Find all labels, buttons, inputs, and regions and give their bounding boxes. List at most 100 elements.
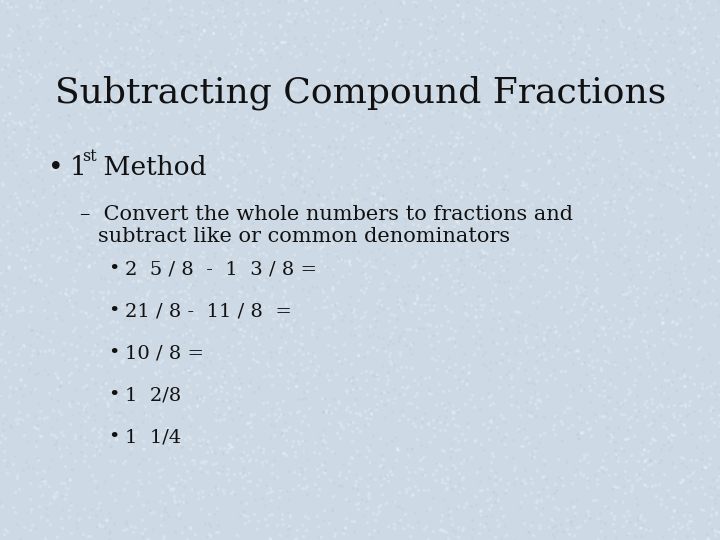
Point (688, 153, 699, 161)
Point (63, 90, 74, 99)
Point (552, 413, 563, 421)
Point (376, 490, 387, 498)
Point (134, 467, 145, 476)
Point (622, 80, 634, 89)
Point (212, 521, 224, 530)
Point (225, 249, 236, 258)
Point (302, 266, 313, 275)
Point (654, 179, 665, 187)
Point (105, 232, 117, 241)
Point (710, 508, 720, 517)
Point (14, 200, 26, 208)
Point (48, 185, 60, 194)
Point (554, 17, 565, 26)
Point (4, 383, 16, 391)
Point (343, 239, 355, 248)
Point (121, 138, 132, 147)
Point (572, 175, 583, 184)
Point (150, 264, 161, 273)
Point (493, 123, 505, 132)
Point (145, 245, 156, 253)
Point (358, 70, 369, 79)
Point (51, 71, 63, 80)
Point (138, 123, 150, 132)
Point (451, 55, 463, 63)
Point (503, 63, 514, 71)
Point (76, 217, 88, 225)
Point (469, 179, 480, 188)
Point (675, 231, 686, 239)
Point (359, 262, 370, 271)
Point (112, 245, 123, 253)
Point (459, 17, 471, 26)
Point (683, 63, 694, 71)
Point (419, 60, 431, 69)
Point (661, 359, 672, 367)
Point (587, 160, 598, 169)
Point (81, 139, 92, 148)
Point (277, 519, 289, 528)
Point (428, 306, 439, 314)
Point (156, 429, 167, 438)
Point (526, 82, 537, 91)
Point (465, 301, 477, 310)
Point (168, 157, 180, 166)
Point (168, 132, 180, 141)
Point (63, 46, 74, 55)
Point (379, 119, 390, 128)
Point (592, 535, 603, 540)
Point (632, 109, 644, 117)
Point (217, 396, 229, 405)
Point (514, 260, 526, 268)
Point (526, 411, 537, 420)
Point (372, 151, 383, 159)
Point (616, 37, 627, 46)
Point (475, 506, 487, 515)
Point (693, 8, 705, 17)
Point (127, 255, 139, 264)
Point (154, 349, 166, 358)
Point (388, 225, 400, 234)
Point (624, 69, 636, 77)
Point (78, 433, 89, 442)
Point (161, 181, 172, 190)
Point (620, 474, 631, 482)
Point (621, 254, 633, 263)
Point (409, 127, 420, 136)
Point (524, 398, 536, 407)
Point (369, 35, 380, 43)
Point (471, 203, 482, 212)
Point (672, 292, 683, 300)
Point (400, 362, 412, 371)
Point (232, 150, 243, 159)
Point (107, 58, 118, 67)
Point (248, 202, 259, 211)
Point (601, 197, 613, 206)
Point (657, 422, 669, 430)
Point (356, 368, 368, 377)
Point (413, 324, 425, 333)
Point (289, 42, 300, 51)
Point (117, 458, 129, 467)
Point (354, 37, 365, 45)
Point (518, 259, 530, 268)
Point (707, 58, 719, 66)
Point (646, 482, 657, 491)
Point (434, 417, 446, 426)
Point (430, 46, 441, 55)
Point (301, 489, 312, 498)
Point (178, 460, 189, 468)
Point (433, 411, 444, 420)
Point (260, 56, 271, 64)
Point (12, 349, 23, 358)
Point (242, 129, 253, 138)
Point (526, 200, 538, 208)
Point (641, 127, 652, 136)
Point (184, 331, 196, 340)
Point (110, 199, 122, 207)
Point (204, 18, 215, 27)
Point (377, 284, 389, 292)
Point (253, 320, 265, 328)
Point (63, 354, 75, 363)
Point (548, 489, 559, 498)
